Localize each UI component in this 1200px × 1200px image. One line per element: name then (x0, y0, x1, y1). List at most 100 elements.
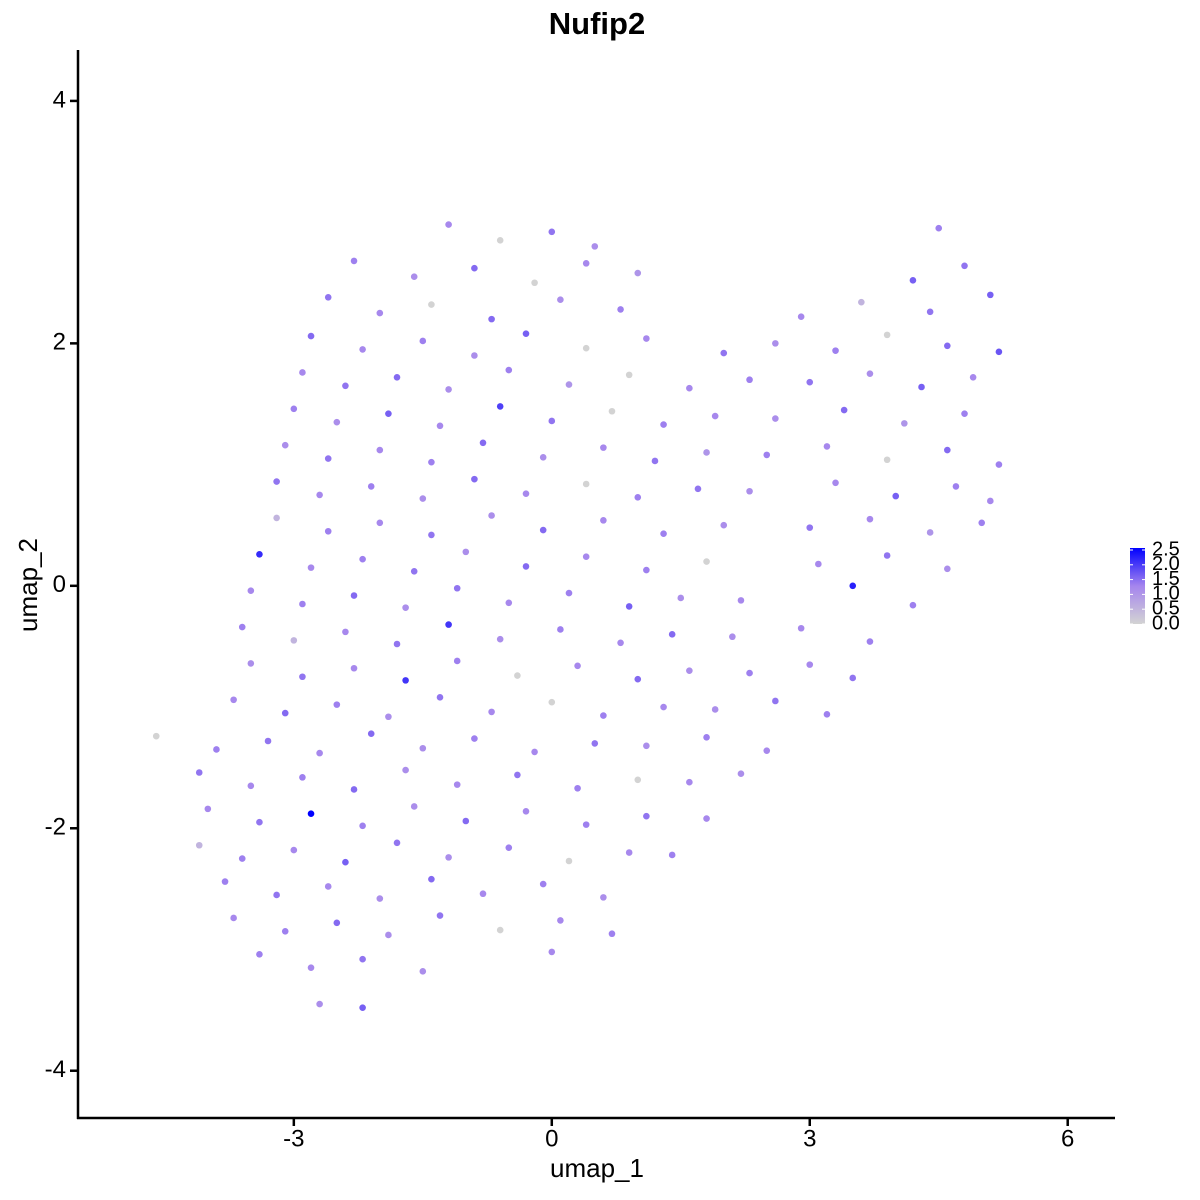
point (496, 635, 504, 643)
point (600, 444, 607, 451)
point (901, 420, 908, 427)
point (694, 485, 702, 493)
point (995, 348, 1003, 356)
point (445, 386, 452, 393)
point (281, 928, 289, 935)
point (488, 512, 495, 519)
y-tick-label: 2 (53, 329, 66, 356)
point (617, 639, 624, 647)
point (453, 657, 461, 665)
point (428, 301, 435, 308)
point (256, 550, 263, 558)
point (574, 662, 581, 670)
point (230, 914, 237, 922)
point (273, 891, 280, 899)
point (359, 346, 366, 353)
colorbar-tick-label: 0.0 (1152, 612, 1180, 634)
point (152, 732, 160, 740)
point (445, 854, 452, 861)
point (359, 1004, 366, 1011)
y-tick-label: -4 (45, 1056, 66, 1083)
point (342, 858, 349, 866)
point (548, 417, 556, 425)
point (385, 931, 392, 939)
point (273, 514, 280, 522)
y-axis-label: umap_2 (13, 538, 43, 632)
point (866, 515, 874, 523)
point (772, 340, 779, 347)
point (359, 822, 366, 830)
point (419, 968, 427, 975)
point (316, 749, 323, 757)
colorbar (1130, 548, 1145, 624)
point (668, 631, 676, 638)
point (238, 623, 246, 631)
point (961, 262, 968, 270)
point (961, 410, 968, 417)
point (600, 712, 607, 719)
point (978, 519, 986, 527)
point (522, 563, 530, 570)
point (883, 331, 891, 339)
point (505, 366, 513, 374)
point (935, 224, 943, 232)
point (531, 279, 538, 287)
point (866, 638, 874, 645)
point (987, 291, 994, 299)
point (367, 483, 375, 490)
point (582, 821, 590, 828)
point (729, 633, 736, 641)
point (703, 449, 710, 456)
point (944, 565, 951, 573)
point (608, 930, 616, 938)
point (539, 526, 547, 534)
point (625, 371, 633, 379)
point (488, 708, 495, 716)
point (737, 597, 745, 604)
point (290, 405, 298, 413)
point (651, 457, 659, 465)
x-axis-label: umap_1 (550, 1153, 644, 1183)
points (152, 221, 1003, 1011)
x-tick-label: -3 (283, 1125, 304, 1152)
point (419, 495, 427, 502)
point (307, 332, 315, 340)
point (686, 778, 693, 786)
point (367, 730, 375, 738)
point (703, 815, 710, 822)
point (625, 849, 633, 856)
point (505, 599, 513, 607)
point (703, 734, 710, 741)
point (307, 564, 315, 571)
point (324, 527, 332, 535)
point (557, 296, 564, 304)
point (582, 553, 590, 561)
point (514, 771, 521, 779)
point (531, 748, 538, 756)
point (393, 374, 401, 381)
point (505, 844, 513, 851)
point (548, 698, 556, 706)
point (350, 664, 358, 672)
y-tick-label: 4 (53, 86, 66, 113)
point (299, 369, 306, 376)
point (402, 766, 409, 774)
point (737, 770, 745, 778)
point (213, 746, 220, 753)
point (926, 529, 934, 536)
point (256, 818, 263, 826)
point (720, 349, 728, 357)
point (316, 491, 323, 499)
point (987, 497, 994, 505)
point (763, 747, 771, 754)
point (625, 603, 633, 610)
point (324, 455, 332, 462)
point (247, 660, 255, 667)
point (496, 926, 504, 934)
point (969, 374, 977, 381)
point (393, 839, 401, 847)
point (445, 621, 452, 628)
point (711, 706, 719, 713)
point (402, 604, 409, 611)
point (410, 273, 418, 280)
